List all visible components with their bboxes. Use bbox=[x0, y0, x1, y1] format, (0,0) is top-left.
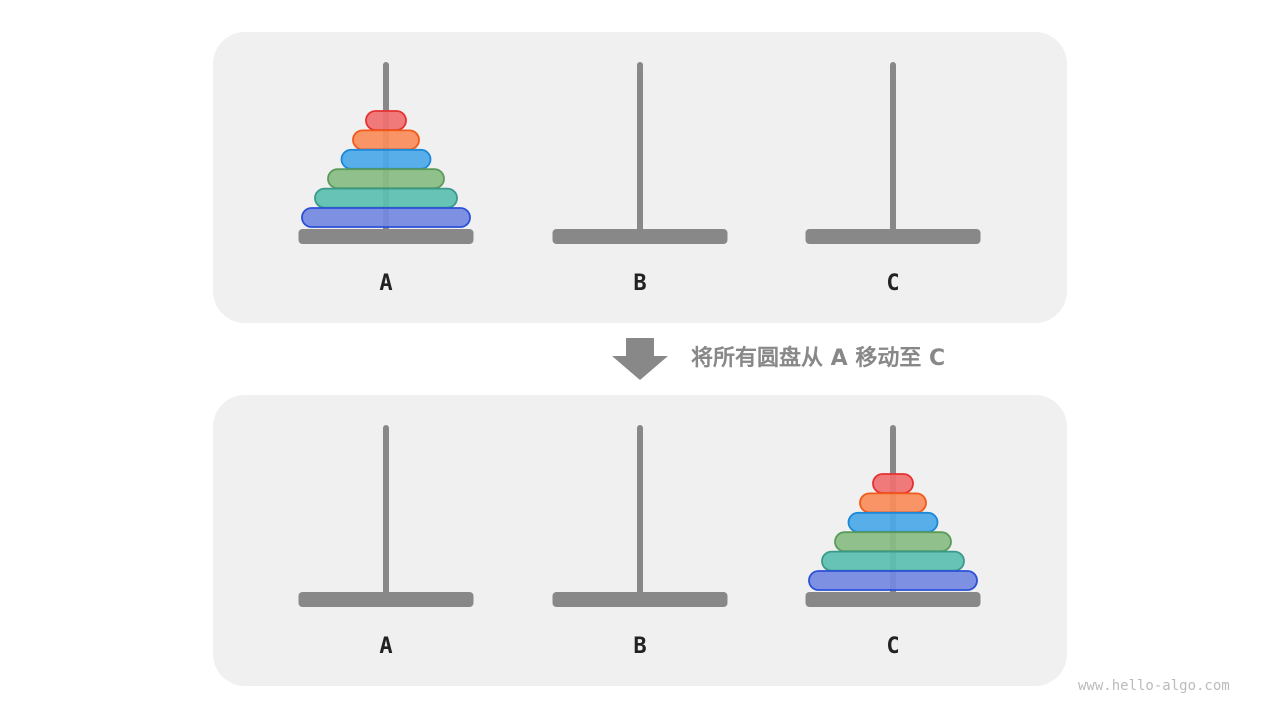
rod-label: A bbox=[379, 271, 392, 296]
disk-6[interactable] bbox=[301, 207, 471, 228]
watermark: www.hello-algo.com bbox=[1078, 678, 1230, 694]
rod-base bbox=[805, 229, 981, 244]
rod-label: B bbox=[633, 634, 646, 659]
disk-1[interactable] bbox=[365, 110, 407, 131]
arrow-head bbox=[612, 356, 668, 380]
rod-label: C bbox=[886, 271, 899, 296]
rod-pole bbox=[383, 425, 389, 595]
rod-base bbox=[552, 592, 728, 607]
rod-pole bbox=[637, 425, 643, 595]
rod-base bbox=[805, 592, 981, 607]
rod-pole bbox=[637, 62, 643, 232]
rod-B: B bbox=[552, 62, 728, 296]
disk-2[interactable] bbox=[352, 129, 420, 151]
rod-label: B bbox=[633, 271, 646, 296]
disk-5[interactable] bbox=[314, 187, 458, 209]
rod-label: A bbox=[379, 634, 392, 659]
disk-1[interactable] bbox=[872, 473, 914, 494]
disk-5[interactable] bbox=[821, 550, 965, 572]
rod-C: C bbox=[805, 425, 981, 659]
disk-6[interactable] bbox=[808, 570, 978, 591]
rod-A: A bbox=[298, 62, 474, 296]
disk-3[interactable] bbox=[340, 148, 432, 170]
rod-base bbox=[298, 229, 474, 244]
rod-A: A bbox=[298, 425, 474, 659]
rod-pole bbox=[890, 62, 896, 232]
panel-after: A B C bbox=[213, 395, 1067, 686]
rod-base bbox=[552, 229, 728, 244]
panel-before: A B C bbox=[213, 32, 1067, 323]
disk-4[interactable] bbox=[327, 168, 445, 190]
disk-4[interactable] bbox=[834, 531, 952, 553]
move-arrow bbox=[612, 338, 668, 380]
rod-B: B bbox=[552, 425, 728, 659]
rod-label: C bbox=[886, 634, 899, 659]
rod-C: C bbox=[805, 62, 981, 296]
arrow-shaft bbox=[626, 338, 654, 357]
caption: 将所有圆盘从 A 移动至 C bbox=[691, 345, 945, 371]
rod-base bbox=[298, 592, 474, 607]
disk-2[interactable] bbox=[859, 492, 927, 514]
disk-3[interactable] bbox=[847, 511, 939, 533]
